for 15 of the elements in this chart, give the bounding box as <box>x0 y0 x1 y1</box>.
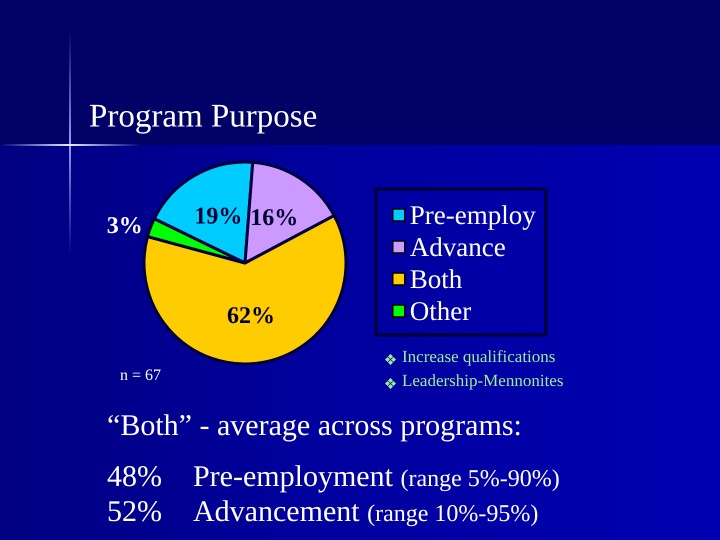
text: 52% Advancement (range 10%-95%) <box>107 495 538 528</box>
data-label: 16% <box>250 205 298 232</box>
chart-title: Program Purpose <box>89 98 318 134</box>
legend-label: Both <box>410 264 463 294</box>
legend-label: Other <box>410 296 472 326</box>
text: “Both” - average across programs: <box>107 409 522 442</box>
text: Increase qualifications <box>402 347 556 367</box>
text: Leadership-Mennonites <box>402 371 564 391</box>
text: n = 67 <box>120 367 162 385</box>
legend-label: Advance <box>410 232 506 262</box>
data-label: 62% <box>226 303 275 330</box>
data-label: 3% <box>106 213 143 240</box>
text: 48% Pre-employment (range 5%-90%) <box>107 460 560 493</box>
legend-label: Pre-employ <box>410 200 536 230</box>
data-label: 19% <box>194 204 242 230</box>
